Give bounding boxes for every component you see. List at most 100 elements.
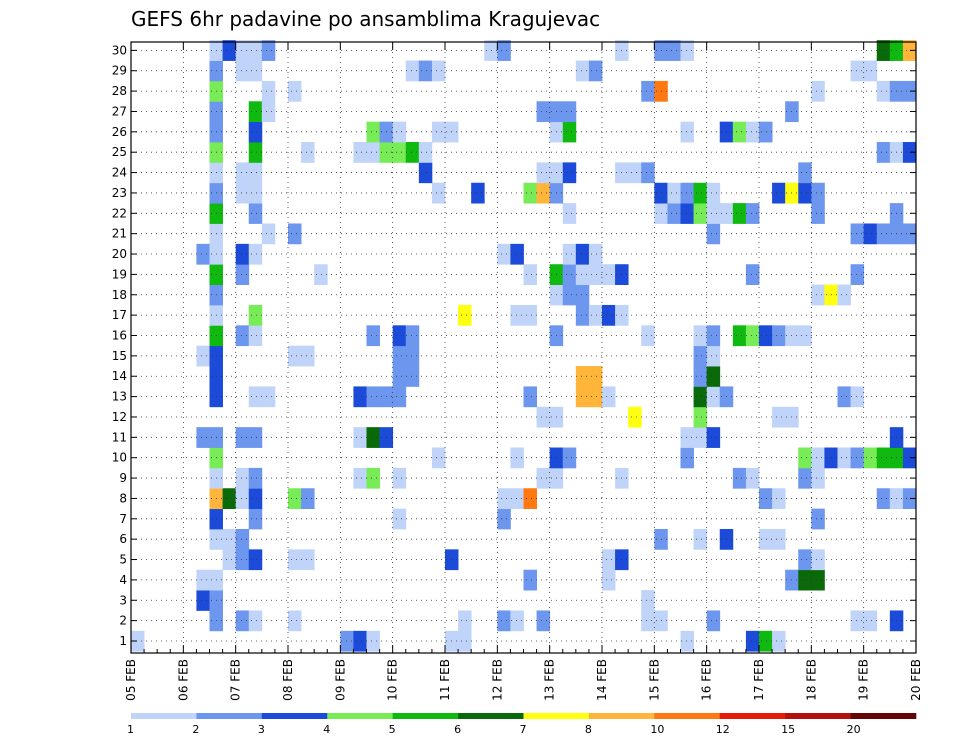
heatmap-cell (575, 304, 590, 326)
heatmap-cell (510, 243, 524, 265)
y-tick-label: 1 (119, 634, 127, 648)
heatmap-cell (706, 182, 721, 204)
heatmap-cell (510, 488, 524, 510)
heatmap-cell (458, 630, 472, 652)
y-tick-label: 20 (112, 247, 127, 261)
heatmap-cell (510, 304, 524, 326)
colorbar-swatch (719, 713, 786, 719)
heatmap-cell (798, 569, 812, 591)
heatmap-cell (497, 488, 511, 510)
heatmap-cell (248, 610, 263, 632)
y-tick-label: 15 (112, 349, 127, 363)
y-tick-label: 29 (112, 64, 127, 78)
heatmap-cell (392, 508, 407, 530)
heatmap-cell (248, 325, 263, 347)
heatmap-cell (850, 60, 865, 82)
colorbar-level-label: 2 (192, 723, 199, 736)
y-tick-label: 28 (112, 84, 127, 98)
heatmap-cell (510, 610, 524, 632)
x-tick-label: 15 FEB (647, 659, 661, 701)
heatmap-cell (235, 427, 250, 448)
heatmap-cell (732, 325, 747, 347)
heatmap-cell (863, 223, 878, 245)
heatmap-cell (222, 528, 237, 550)
heatmap-cell (706, 325, 721, 347)
heatmap-cell (523, 569, 537, 591)
heatmap-cell (248, 304, 263, 326)
heatmap-cell (196, 243, 210, 265)
colorbar-swatch (131, 713, 197, 719)
heatmap-cell (536, 467, 551, 489)
heatmap-cell (798, 447, 812, 469)
heatmap-cell (235, 162, 250, 184)
heatmap-cell (392, 325, 407, 347)
heatmap-cell (732, 121, 747, 143)
heatmap-cell (837, 447, 851, 469)
heatmap-cell (850, 386, 865, 408)
heatmap-cell (667, 182, 681, 204)
heatmap-cell (575, 386, 590, 408)
colorbar-level-label: 3 (258, 723, 265, 736)
heatmap-cell (902, 80, 917, 102)
heatmap-cell (222, 488, 237, 510)
heatmap-cells (131, 40, 917, 652)
heatmap-cell (523, 182, 537, 204)
heatmap-cell (693, 366, 708, 387)
heatmap-cell (811, 569, 825, 591)
heatmap-cell (484, 40, 498, 61)
heatmap-cell (353, 467, 367, 489)
x-tick-label: 11 FEB (438, 659, 452, 701)
heatmap-cell (562, 284, 577, 306)
heatmap-cell (497, 243, 511, 265)
heatmap-cell (641, 590, 655, 611)
heatmap-cell (536, 182, 551, 204)
colorbar-level-label: 6 (454, 723, 461, 736)
heatmap-cell (235, 243, 250, 265)
heatmap-cell (405, 142, 420, 163)
heatmap-cell (248, 203, 263, 224)
heatmap-cell (392, 386, 407, 408)
heatmap-cell (248, 40, 263, 61)
heatmap-cell (772, 528, 786, 550)
heatmap-cell (798, 162, 812, 184)
heatmap-cell (405, 345, 420, 367)
heatmap-cell (458, 610, 472, 632)
heatmap-cell (706, 427, 721, 448)
heatmap-cell (575, 60, 590, 82)
heatmap-cell (602, 386, 616, 408)
heatmap-cell (706, 386, 721, 408)
heatmap-cell (222, 549, 237, 571)
colorbar-level-label: 8 (585, 723, 592, 736)
heatmap-cell (850, 264, 865, 285)
dotted-grid (130, 42, 917, 653)
heatmap-cell (588, 304, 603, 326)
heatmap-cell (680, 630, 694, 652)
heatmap-cell (405, 60, 420, 82)
y-tick-label: 18 (112, 288, 127, 302)
heatmap-cell (772, 182, 786, 204)
colorbar-level-label: 20 (847, 723, 861, 736)
heatmap-cell (510, 447, 524, 469)
heatmap-cell (288, 488, 302, 510)
heatmap-cell (366, 121, 380, 143)
heatmap-cell (261, 80, 276, 102)
y-tick-label: 22 (112, 206, 127, 220)
heatmap-cell (248, 162, 263, 184)
heatmap-cell (693, 528, 708, 550)
heatmap-cell (248, 488, 263, 510)
x-tick-label: 14 FEB (595, 659, 609, 701)
heatmap-cell (641, 80, 655, 102)
heatmap-cell (235, 488, 250, 510)
heatmap-cell (392, 121, 407, 143)
colorbar-swatch (654, 713, 721, 719)
heatmap-cell (562, 243, 577, 265)
heatmap-cell (562, 264, 577, 285)
y-tick-label: 23 (112, 186, 127, 200)
heatmap-cell (732, 203, 747, 224)
heatmap-cell (667, 40, 681, 61)
heatmap-cell (575, 284, 590, 306)
x-tick-label: 19 FEB (857, 659, 871, 701)
y-tick-label: 11 (112, 430, 127, 444)
heatmap-cell (863, 610, 878, 632)
heatmap-cell (745, 264, 760, 285)
